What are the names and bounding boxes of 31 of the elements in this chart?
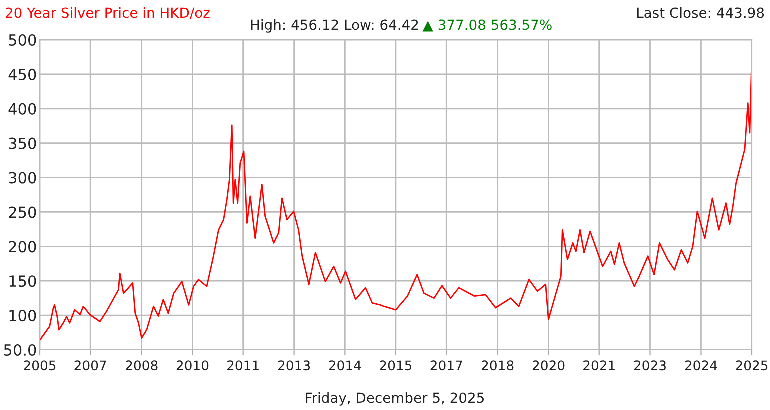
x-tick-label: 2024 xyxy=(685,360,718,371)
y-tick-label: 100 xyxy=(10,310,36,322)
x-tick-label: 2007 xyxy=(74,360,106,371)
y-tick-label: 300 xyxy=(9,172,36,184)
text: Last Close: 443.98 xyxy=(637,7,764,18)
y-tick-label: 200 xyxy=(9,241,36,253)
line-series xyxy=(40,70,752,342)
x-tick-label: 2014 xyxy=(329,360,362,371)
x-tick-label: 2025 xyxy=(736,360,768,371)
text: Friday, December 5, 2025 xyxy=(306,392,484,406)
x-tick-label: 2020 xyxy=(532,360,565,371)
x-tick-label: 2008 xyxy=(126,360,158,371)
x-tick-label: 2011 xyxy=(227,360,259,371)
x-tick-label: 2010 xyxy=(176,360,209,371)
chart-title: 20 Year Silver Price in HKD/oz xyxy=(6,7,210,20)
y-tick-label: 150 xyxy=(10,276,36,288)
text: ▲ 377.08 563.57% xyxy=(422,20,552,32)
chart-subtitle: High: 456.12 Low: 64.42 xyxy=(251,19,418,33)
x-tick-label: 2005 xyxy=(24,360,56,371)
x-tick-label: 2018 xyxy=(482,360,514,371)
x-tick-label: 2021 xyxy=(584,360,615,371)
x-tick-label: 2023 xyxy=(634,360,666,371)
x-tick-label: 2017 xyxy=(430,360,462,371)
y-tick-label: 50.0 xyxy=(4,344,36,356)
y-tick-label: 350 xyxy=(9,138,36,150)
x-tick-label: 2015 xyxy=(380,360,412,371)
y-tick-label: 500 xyxy=(9,34,36,46)
y-tick-label: 400 xyxy=(8,103,36,115)
y-tick-label: 450 xyxy=(8,68,36,80)
x-tick-label: 2013 xyxy=(278,360,310,371)
y-tick-label: 250 xyxy=(9,206,36,218)
